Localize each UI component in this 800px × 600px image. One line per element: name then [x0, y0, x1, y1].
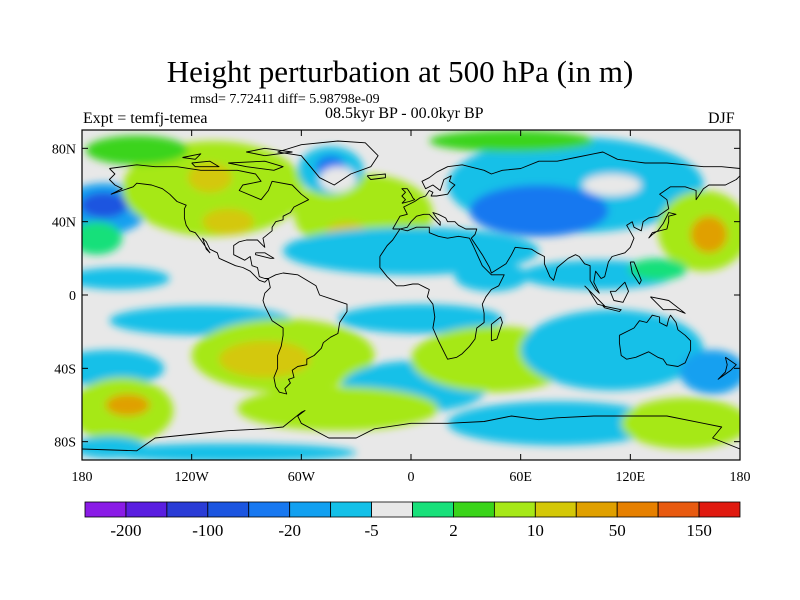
y-tick-label: 0 — [69, 289, 76, 304]
coastline — [82, 410, 740, 452]
anomaly-region — [82, 221, 123, 255]
x-tick-label: 120E — [616, 470, 646, 485]
anomaly-region — [469, 185, 609, 237]
coastline — [717, 356, 737, 380]
colorbar-label: 2 — [449, 521, 458, 540]
colorbar-box — [698, 501, 741, 518]
period-label: 08.5kyr BP - 00.0kyr BP — [325, 105, 484, 122]
colorbar-box — [575, 501, 618, 518]
anomaly-region — [237, 386, 439, 431]
coastline — [392, 151, 740, 230]
chart-title: Height perturbation at 500 hPa (in m) — [166, 54, 634, 89]
coastline — [629, 261, 642, 285]
coastline — [648, 212, 677, 239]
colorbar-label: -100 — [192, 521, 223, 540]
y-tick-label: 80S — [54, 436, 76, 451]
x-tick-label: 0 — [408, 470, 415, 485]
anomaly-region — [582, 174, 642, 196]
coastline — [401, 188, 416, 204]
colorbar-box — [453, 501, 495, 518]
coastline — [602, 305, 622, 312]
colorbar-box — [84, 501, 127, 518]
coastline — [108, 164, 310, 283]
coastline — [618, 314, 692, 367]
colorbar-box — [657, 501, 700, 518]
colorbar-label: 50 — [609, 521, 626, 540]
anomaly-region — [520, 309, 704, 391]
coastline — [366, 173, 386, 180]
y-tick-label: 80N — [52, 142, 76, 157]
colorbar-box — [493, 501, 536, 518]
coastline — [228, 160, 284, 171]
colorbar-box — [125, 501, 168, 518]
colorbar-box — [534, 501, 577, 518]
colorbar-label: 150 — [686, 521, 712, 540]
season-label: DJF — [708, 110, 735, 127]
colorbar-label: -20 — [278, 521, 301, 540]
anomaly-region — [621, 397, 740, 449]
anomaly-region — [100, 443, 357, 460]
colorbar-box — [166, 501, 209, 518]
coastline — [255, 252, 275, 259]
coastline — [650, 296, 686, 314]
y-tick-label: 40N — [52, 216, 76, 231]
anomaly-region — [337, 304, 503, 334]
coastline — [609, 281, 629, 303]
colorbar-label: -200 — [110, 521, 141, 540]
anomaly-region — [454, 262, 528, 292]
anomaly-region — [82, 267, 170, 290]
colorbar-box — [412, 501, 454, 518]
colorbar-box — [248, 501, 291, 518]
colorbar-box — [371, 501, 413, 518]
anomaly-region — [82, 192, 128, 218]
axis-layer: 180 120W 60W 0 60E 120E 180 80N 40N 0 40S 80S — [52, 130, 751, 485]
coastline — [262, 272, 348, 395]
x-tick-label: 180 — [730, 470, 751, 485]
anomaly-region — [202, 208, 254, 235]
anomaly-region — [188, 163, 232, 193]
coastline — [182, 153, 202, 160]
colorbar-label: -5 — [364, 521, 378, 540]
coastline — [277, 140, 379, 186]
anomaly-region — [82, 436, 146, 459]
coastline — [392, 175, 740, 294]
anomaly-region — [82, 350, 165, 387]
x-tick-label: 180 — [72, 470, 93, 485]
colorbar-box — [289, 501, 332, 518]
anomaly-region — [679, 350, 740, 394]
stats-line: rmsd= 7.72411 diff= 5.98798e-09 — [190, 92, 380, 107]
anomaly-region — [447, 401, 667, 446]
x-tick-label: 60E — [509, 470, 532, 485]
colorbar-box — [330, 501, 372, 518]
y-tick-label: 40S — [54, 362, 76, 377]
field-layer — [82, 130, 740, 460]
anomaly-region — [105, 394, 150, 416]
colorbar-label: 10 — [527, 521, 544, 540]
coastline — [584, 285, 606, 307]
x-tick-label: 120W — [175, 470, 210, 485]
anomaly-region — [429, 130, 594, 152]
x-tick-label: 60W — [288, 470, 316, 485]
anomaly-region — [690, 216, 728, 253]
coastline-layer — [82, 140, 740, 452]
anomaly-region — [219, 340, 311, 378]
colorbar-box — [616, 501, 659, 518]
anomaly-region — [283, 227, 539, 275]
coastline — [490, 316, 503, 342]
coastline — [379, 226, 505, 360]
anomaly-region — [628, 258, 687, 281]
anomaly-region — [85, 135, 189, 165]
colorbar-box — [207, 501, 250, 518]
coastline — [191, 160, 220, 168]
colorbar: -200 -100 -20 -5 2 10 50 150 — [84, 501, 741, 540]
coastline — [246, 147, 293, 157]
experiment-label: Expt = temfj-temea — [83, 110, 208, 127]
anomaly-region — [319, 166, 357, 193]
